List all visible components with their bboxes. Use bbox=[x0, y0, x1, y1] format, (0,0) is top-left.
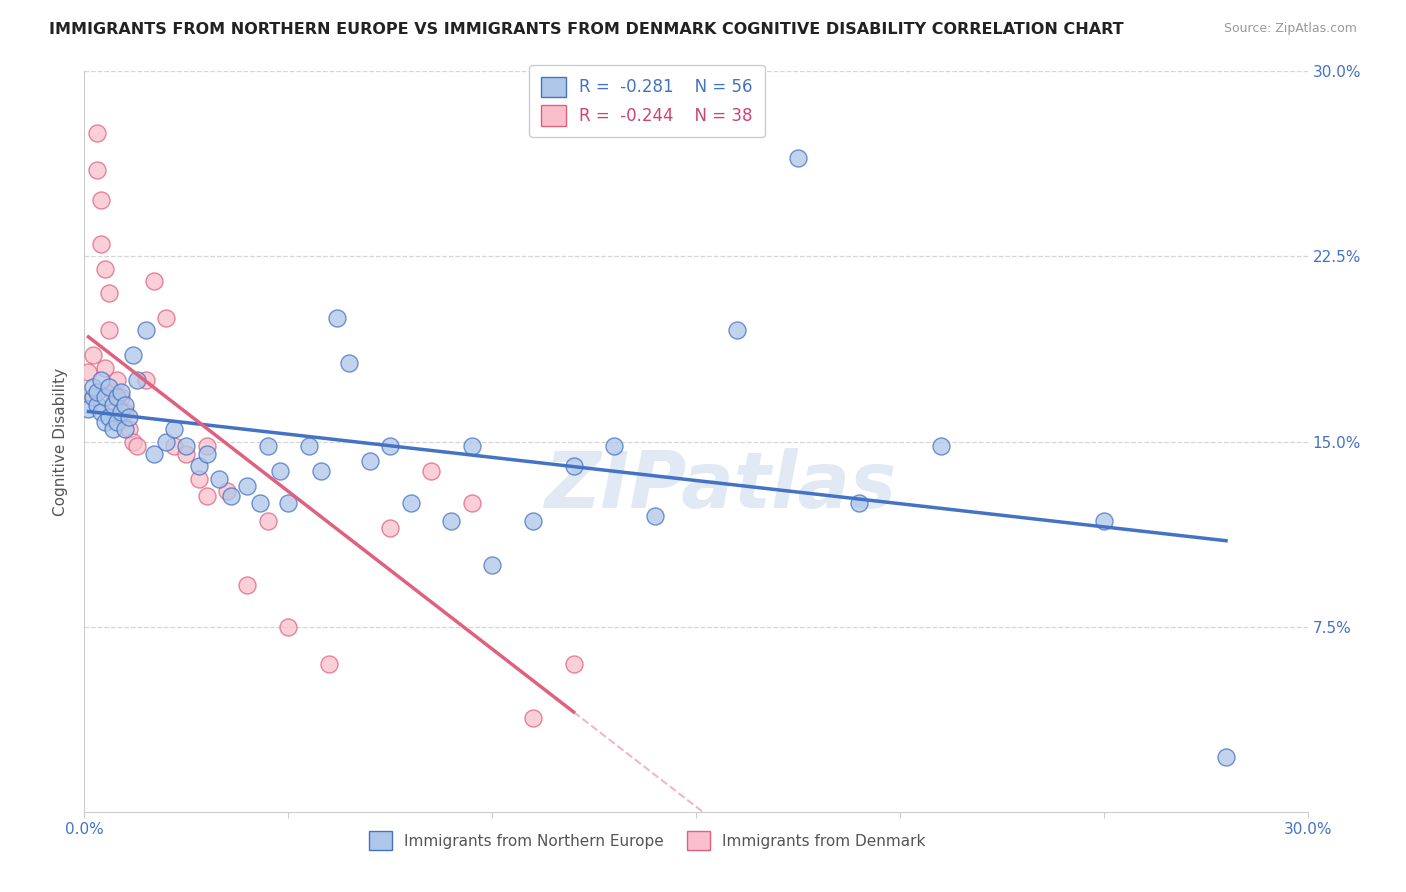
Text: IMMIGRANTS FROM NORTHERN EUROPE VS IMMIGRANTS FROM DENMARK COGNITIVE DISABILITY : IMMIGRANTS FROM NORTHERN EUROPE VS IMMIG… bbox=[49, 22, 1123, 37]
Point bbox=[163, 422, 186, 436]
Point bbox=[101, 398, 124, 412]
Point bbox=[522, 514, 544, 528]
Point bbox=[114, 398, 136, 412]
Point bbox=[135, 324, 157, 338]
Point bbox=[318, 657, 340, 671]
Point bbox=[380, 521, 402, 535]
Point bbox=[929, 440, 952, 454]
Point bbox=[269, 464, 291, 478]
Point bbox=[118, 409, 141, 424]
Point bbox=[219, 489, 242, 503]
Point bbox=[82, 348, 104, 362]
Point bbox=[90, 405, 112, 419]
Point bbox=[217, 483, 239, 498]
Point bbox=[82, 390, 104, 404]
Point bbox=[105, 390, 128, 404]
Point bbox=[97, 409, 120, 424]
Point bbox=[122, 434, 145, 449]
Point bbox=[298, 440, 321, 454]
Point bbox=[135, 373, 157, 387]
Point bbox=[787, 151, 810, 165]
Point bbox=[522, 711, 544, 725]
Point bbox=[1092, 514, 1115, 528]
Legend: Immigrants from Northern Europe, Immigrants from Denmark: Immigrants from Northern Europe, Immigra… bbox=[363, 825, 931, 856]
Point bbox=[93, 390, 115, 404]
Point bbox=[461, 496, 484, 510]
Point bbox=[86, 126, 108, 140]
Point bbox=[82, 380, 104, 394]
Point bbox=[326, 311, 349, 326]
Point bbox=[97, 380, 120, 394]
Point bbox=[101, 385, 124, 400]
Point bbox=[603, 440, 626, 454]
Point bbox=[86, 163, 108, 178]
Point bbox=[105, 373, 128, 387]
Point bbox=[114, 405, 136, 419]
Point bbox=[101, 422, 124, 436]
Point bbox=[93, 360, 115, 375]
Point bbox=[562, 459, 585, 474]
Point bbox=[110, 405, 132, 419]
Point bbox=[461, 440, 484, 454]
Point bbox=[105, 409, 128, 424]
Point bbox=[101, 398, 124, 412]
Point bbox=[174, 447, 197, 461]
Point bbox=[114, 422, 136, 436]
Point bbox=[93, 415, 115, 429]
Point bbox=[86, 398, 108, 412]
Point bbox=[257, 514, 280, 528]
Point bbox=[163, 440, 186, 454]
Point bbox=[118, 422, 141, 436]
Point bbox=[187, 471, 209, 485]
Point bbox=[236, 479, 259, 493]
Point bbox=[127, 373, 149, 387]
Point bbox=[174, 440, 197, 454]
Point bbox=[195, 440, 218, 454]
Point bbox=[105, 415, 128, 429]
Point bbox=[249, 496, 271, 510]
Text: Source: ZipAtlas.com: Source: ZipAtlas.com bbox=[1223, 22, 1357, 36]
Point bbox=[562, 657, 585, 671]
Point bbox=[195, 447, 218, 461]
Point bbox=[725, 324, 748, 338]
Point bbox=[77, 402, 100, 417]
Point bbox=[399, 496, 422, 510]
Point bbox=[155, 311, 177, 326]
Point bbox=[127, 440, 149, 454]
Point bbox=[644, 508, 666, 523]
Point bbox=[77, 366, 100, 380]
Point bbox=[339, 355, 361, 369]
Point bbox=[1215, 750, 1237, 764]
Point bbox=[195, 489, 218, 503]
Point bbox=[110, 390, 132, 404]
Point bbox=[97, 324, 120, 338]
Point bbox=[236, 577, 259, 591]
Point bbox=[277, 619, 299, 633]
Point bbox=[90, 193, 112, 207]
Point bbox=[257, 440, 280, 454]
Point bbox=[142, 447, 165, 461]
Point bbox=[277, 496, 299, 510]
Y-axis label: Cognitive Disability: Cognitive Disability bbox=[53, 368, 69, 516]
Point bbox=[110, 385, 132, 400]
Point bbox=[90, 373, 112, 387]
Point bbox=[82, 390, 104, 404]
Point bbox=[380, 440, 402, 454]
Point bbox=[122, 348, 145, 362]
Point bbox=[97, 286, 120, 301]
Text: ZIPatlas: ZIPatlas bbox=[544, 448, 897, 524]
Point bbox=[187, 459, 209, 474]
Point bbox=[93, 261, 115, 276]
Point bbox=[155, 434, 177, 449]
Point bbox=[309, 464, 332, 478]
Point bbox=[86, 385, 108, 400]
Point bbox=[420, 464, 443, 478]
Point bbox=[142, 274, 165, 288]
Point bbox=[90, 237, 112, 252]
Point bbox=[848, 496, 870, 510]
Point bbox=[440, 514, 463, 528]
Point bbox=[359, 454, 381, 468]
Point bbox=[481, 558, 503, 572]
Point bbox=[208, 471, 231, 485]
